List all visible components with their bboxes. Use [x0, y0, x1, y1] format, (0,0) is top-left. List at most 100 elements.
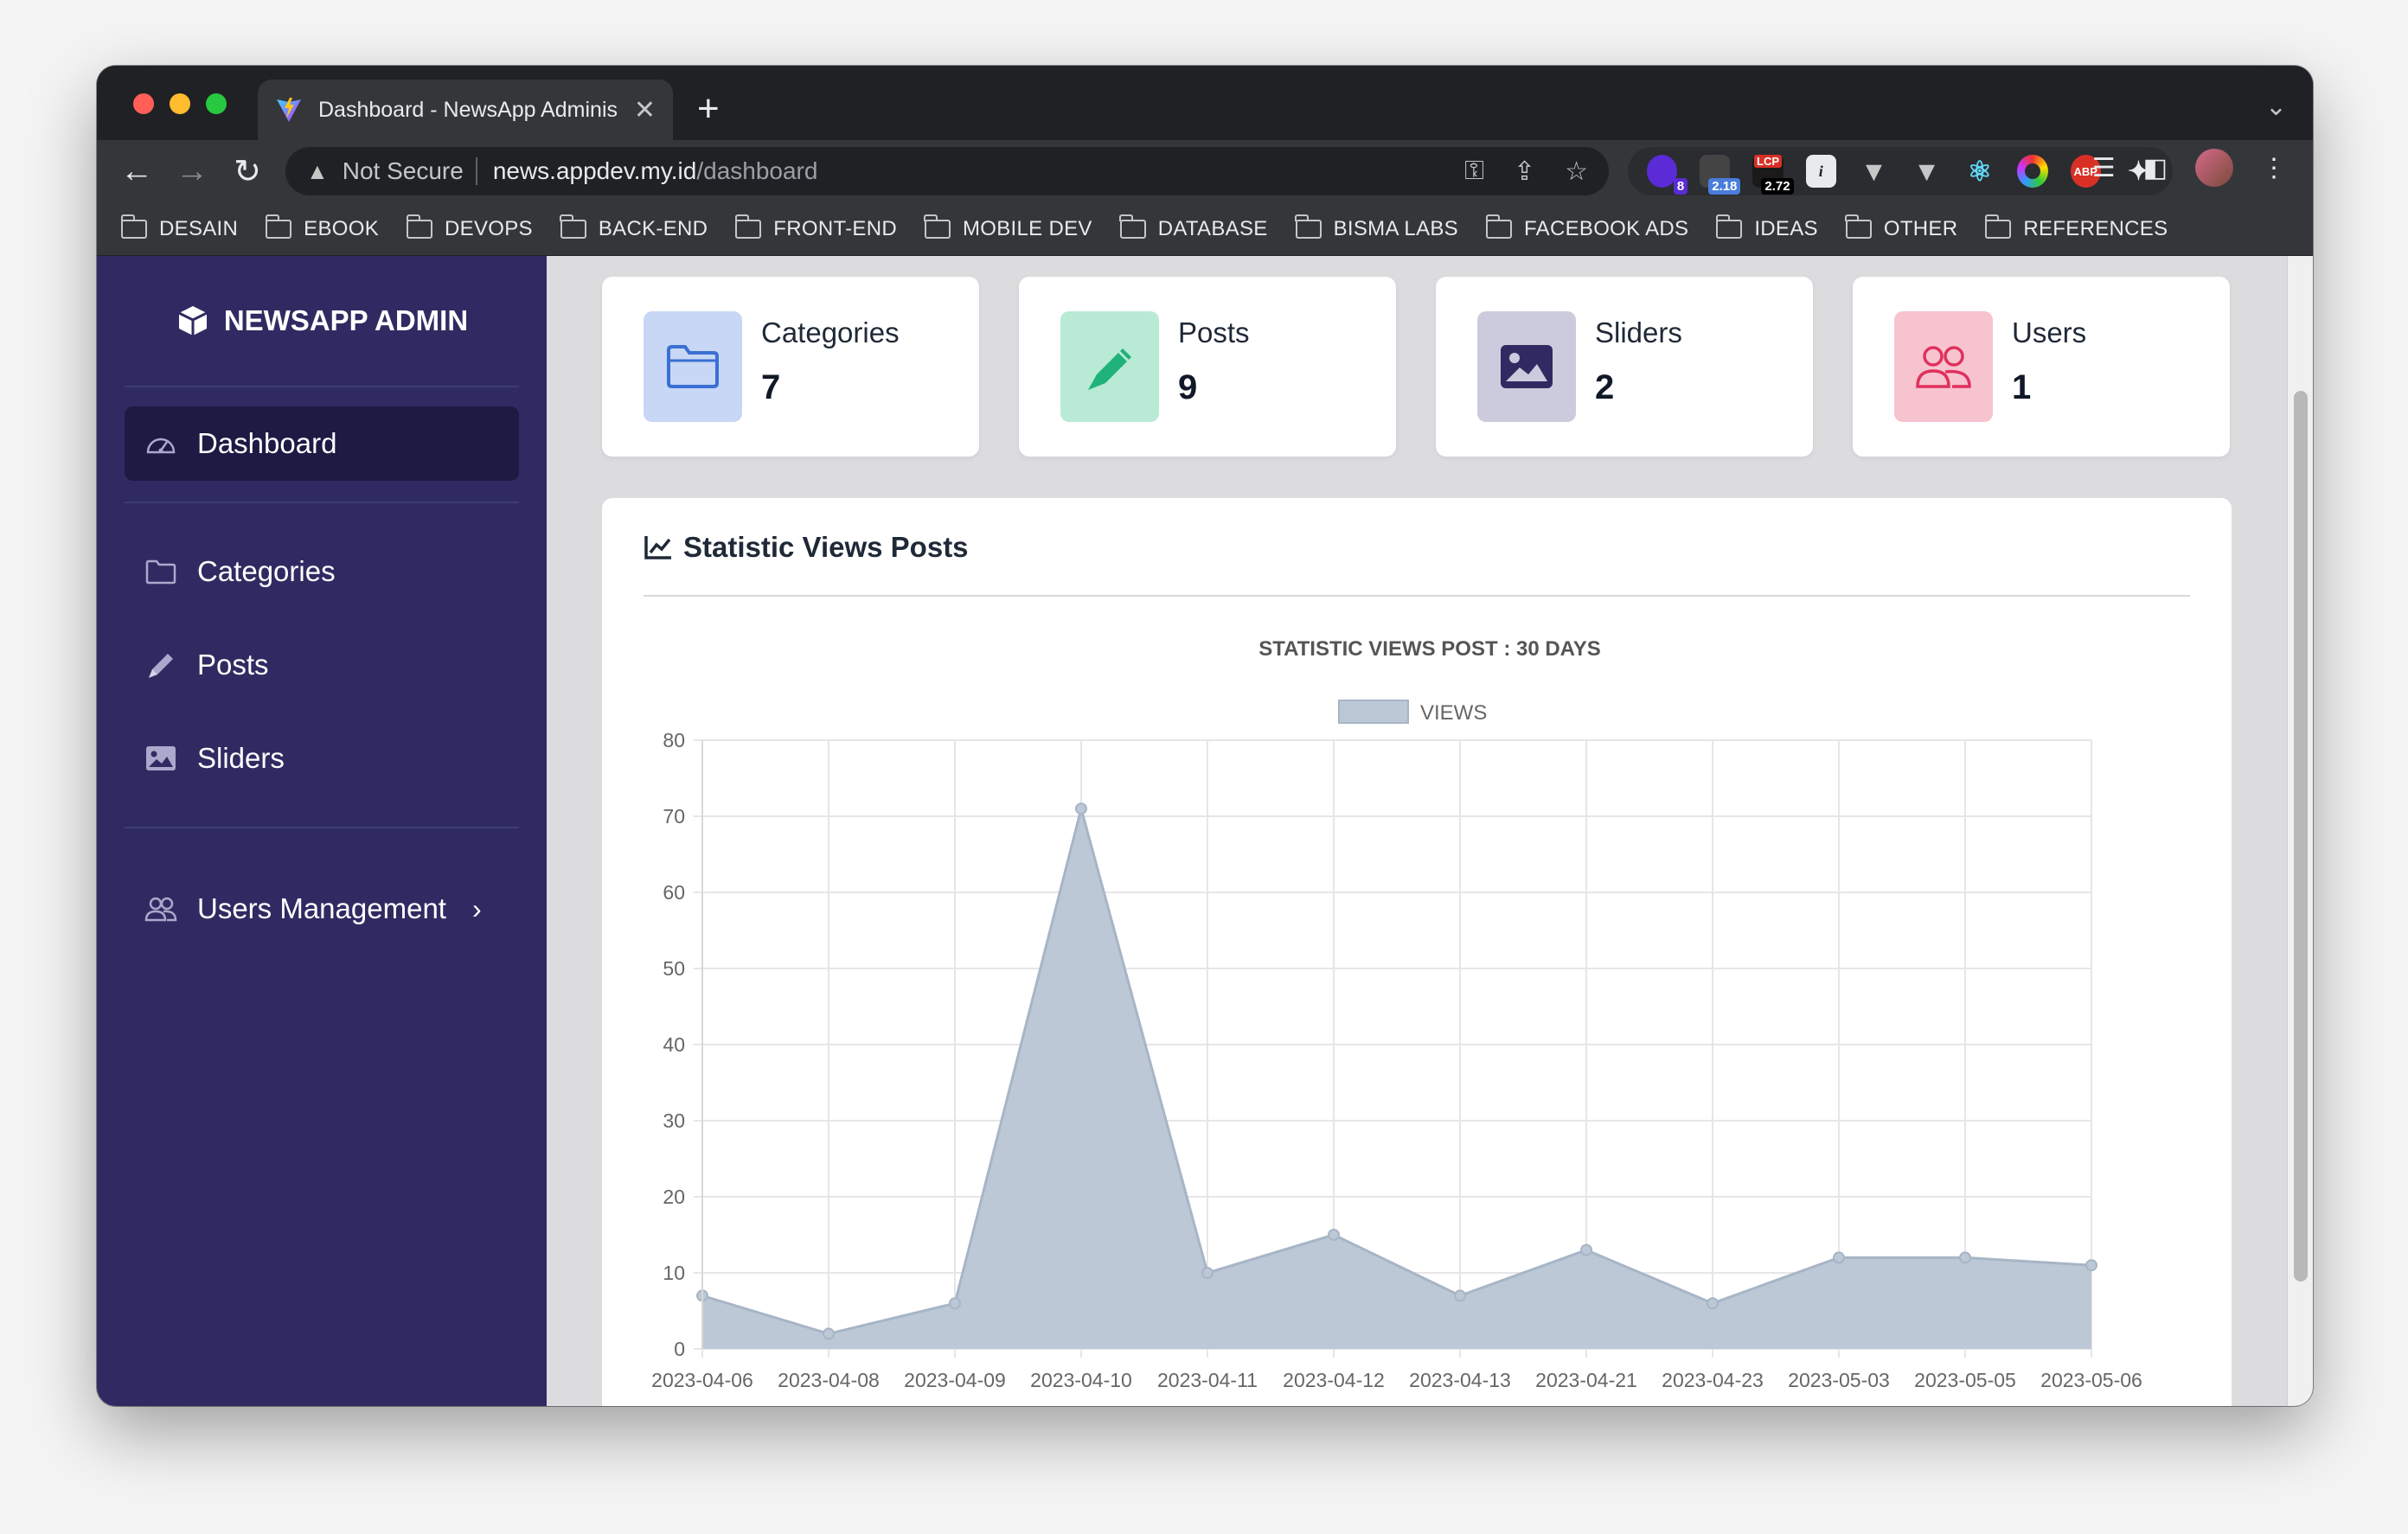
- folder-icon: [265, 214, 292, 239]
- react-extension-icon[interactable]: ⚛: [1967, 156, 1993, 187]
- scrollbar-thumb[interactable]: [2294, 391, 2308, 1282]
- sidebar-item-sliders[interactable]: Sliders: [125, 721, 519, 796]
- info-extension-icon[interactable]: i: [1805, 155, 1836, 188]
- puzzle-extension-icon[interactable]: ✦: [2127, 157, 2149, 186]
- lcp-badge: 2.72: [1761, 178, 1794, 195]
- bookmark-facebook-ads[interactable]: FACEBOOK ADS: [1485, 214, 1689, 241]
- star-icon[interactable]: ☆: [1565, 157, 1588, 186]
- color-extension-center: [2025, 163, 2041, 179]
- sidebar-item-posts[interactable]: Posts: [125, 628, 519, 702]
- sidebar: NEWSAPP ADMIN Dashboard Categories: [97, 256, 547, 1406]
- security-indicator[interactable]: Not Secure: [342, 157, 464, 184]
- minimize-window-button[interactable]: [170, 93, 190, 114]
- profile-avatar[interactable]: [2195, 149, 2233, 187]
- stat-card-users[interactable]: Users 1: [1853, 277, 2230, 457]
- bookmark-front-end[interactable]: FRONT-END: [734, 214, 897, 241]
- stat-label: Posts: [1178, 316, 1250, 348]
- browser-toolbar: ← → ↻ ▲ Not Secure news.appdev.my.id/das…: [97, 140, 2313, 202]
- sidebar-item-label: Categories: [197, 555, 336, 587]
- window-controls: [133, 93, 227, 114]
- forward-button[interactable]: →: [176, 152, 208, 189]
- posts-icon-box: [1060, 311, 1159, 422]
- folder-icon: [120, 214, 147, 239]
- folder-icon: [1715, 214, 1743, 239]
- y-tick-label: 30: [663, 1109, 685, 1132]
- reload-button[interactable]: ↻: [234, 153, 261, 190]
- bookmark-other[interactable]: OTHER: [1845, 214, 1958, 241]
- side-panel-icon[interactable]: ◧: [2142, 153, 2168, 182]
- tab-close-icon[interactable]: ✕: [633, 95, 656, 125]
- x-tick-label: 2023-04-12: [1283, 1369, 1385, 1391]
- bookmark-back-end[interactable]: BACK-END: [560, 214, 708, 241]
- line-chart-icon: [644, 536, 671, 559]
- chart-card-title: Statistic Views Posts: [683, 531, 969, 563]
- stat-card-posts[interactable]: Posts 9: [1019, 277, 1396, 457]
- bookmark-label: FACEBOOK ADS: [1524, 216, 1689, 240]
- image-icon: [144, 745, 178, 772]
- x-tick-label: 2023-04-08: [778, 1369, 880, 1391]
- tab-search-chevron-icon[interactable]: ⌄: [2264, 93, 2287, 121]
- extension-1-icon[interactable]: 8: [1647, 155, 1688, 195]
- chart-card-divider: [644, 595, 2190, 597]
- browser-menu-icon[interactable]: ⋮: [2261, 153, 2287, 182]
- lcp-extension-icon[interactable]: LCP 2.72: [1752, 155, 1794, 195]
- bookmark-label: DESAIN: [159, 216, 239, 240]
- bookmark-ideas[interactable]: IDEAS: [1715, 214, 1818, 241]
- sidebar-item-label: Posts: [197, 649, 269, 681]
- sidebar-item-label: Sliders: [197, 742, 285, 774]
- stat-label: Categories: [761, 316, 900, 348]
- bookmark-label: DATABASE: [1157, 216, 1268, 240]
- bookmark-ebook[interactable]: EBOOK: [265, 214, 379, 241]
- vue-extension-1-icon[interactable]: ▼: [1860, 155, 1888, 187]
- bookmark-references[interactable]: REFERENCES: [1984, 214, 2168, 241]
- extension-2-badge: 2.18: [1708, 178, 1741, 195]
- folder-icon: [1485, 214, 1512, 239]
- color-extension-icon[interactable]: [2017, 155, 2048, 188]
- data-point: [1580, 1243, 1592, 1256]
- tab-strip: Dashboard - NewsApp Adminis ✕ + ⌄: [97, 66, 2313, 152]
- brand-title: NEWSAPP ADMIN: [223, 304, 469, 336]
- bookmark-mobile-dev[interactable]: MOBILE DEV: [924, 214, 1092, 241]
- back-button[interactable]: ←: [120, 152, 153, 189]
- key-icon[interactable]: ⚿: [1464, 156, 1484, 185]
- stat-card-categories[interactable]: Categories 7: [602, 277, 979, 457]
- close-window-button[interactable]: [133, 93, 154, 114]
- extension-2-icon[interactable]: 2.18: [1700, 155, 1741, 195]
- users-icon: [144, 895, 178, 923]
- stat-card-sliders[interactable]: Sliders 2: [1436, 277, 1813, 457]
- reading-list-icon[interactable]: ☰: [2091, 153, 2116, 182]
- address-bar[interactable]: ▲ Not Secure news.appdev.my.id/dashboard…: [285, 147, 1609, 195]
- pencil-icon: [1088, 348, 1131, 390]
- sidebar-item-categories[interactable]: Categories: [125, 534, 519, 609]
- chart-title: STATISTIC VIEWS POST : 30 DAYS: [1258, 637, 1601, 661]
- sidebar-item-dashboard[interactable]: Dashboard: [125, 406, 519, 481]
- browser-tab[interactable]: Dashboard - NewsApp Adminis ✕: [258, 80, 673, 140]
- y-tick-label: 10: [663, 1262, 685, 1284]
- folder-icon: [1984, 214, 2012, 239]
- y-tick-label: 50: [663, 957, 685, 980]
- omnibox-actions: ⚿ ⇪ ☆: [1464, 157, 1588, 187]
- image-icon: [1501, 345, 1553, 388]
- warning-icon[interactable]: ▲: [306, 157, 329, 184]
- bookmark-devops[interactable]: DEVOPS: [406, 214, 533, 241]
- sidebar-item-users-management[interactable]: Users Management ›: [125, 872, 519, 946]
- legend-label: VIEWS: [1420, 701, 1487, 725]
- vue-extension-2-icon[interactable]: ▼: [1912, 155, 1941, 187]
- bookmarks-bar: DESAIN EBOOK DEVOPS BACK-END FRONT-END MOBILE…: [97, 202, 2313, 256]
- url-path: /dashboard: [696, 157, 818, 184]
- sliders-icon-box: [1477, 311, 1576, 422]
- brand[interactable]: NEWSAPP ADMIN: [97, 256, 547, 386]
- bookmark-label: IDEAS: [1754, 216, 1818, 240]
- maximize-window-button[interactable]: [206, 93, 227, 114]
- adblock-extension-icon[interactable]: ABP: [2070, 155, 2101, 188]
- folder-icon: [1119, 214, 1146, 239]
- share-icon[interactable]: ⇪: [1513, 157, 1536, 186]
- data-point: [1201, 1267, 1214, 1279]
- page-scrollbar[interactable]: [2287, 256, 2313, 1406]
- bookmark-desain[interactable]: DESAIN: [120, 214, 239, 241]
- bookmark-database[interactable]: DATABASE: [1119, 214, 1268, 241]
- new-tab-button[interactable]: +: [697, 87, 720, 130]
- bookmark-bisma-labs[interactable]: BISMA LABS: [1295, 214, 1458, 241]
- data-point: [823, 1327, 835, 1340]
- views-line: [701, 803, 2092, 1335]
